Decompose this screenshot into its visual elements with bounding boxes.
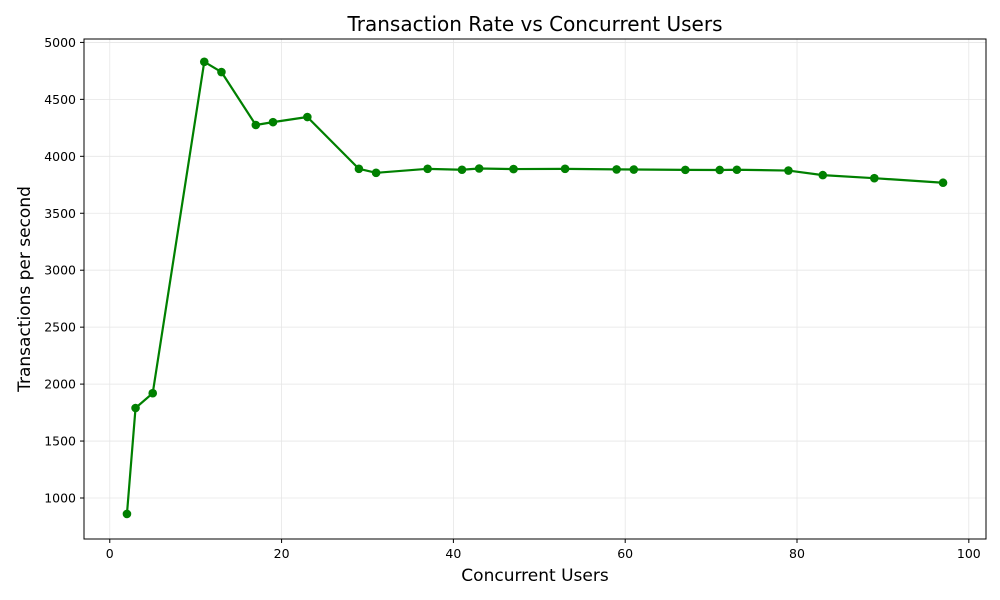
- x-tick-label: 0: [106, 546, 114, 561]
- y-tick-label: 3500: [44, 206, 76, 221]
- data-point: [268, 117, 278, 127]
- y-tick-label: 2500: [44, 320, 76, 335]
- data-point: [122, 509, 132, 519]
- data-point: [784, 166, 793, 175]
- x-tick-label: 100: [957, 546, 981, 561]
- x-axis-label: Concurrent Users: [461, 566, 609, 586]
- data-point: [354, 164, 364, 174]
- y-tick-label: 4000: [44, 149, 76, 164]
- data-point: [457, 165, 467, 175]
- grid: [84, 39, 986, 539]
- data-point: [199, 57, 209, 67]
- y-tick-label: 2000: [44, 377, 76, 392]
- y-tick-label: 3000: [44, 263, 76, 278]
- series-layer: [122, 57, 948, 519]
- series-line: [125, 60, 944, 515]
- data-point: [612, 165, 621, 174]
- data-point: [938, 178, 948, 188]
- plot-frame: [83, 38, 987, 540]
- data-point: [131, 403, 140, 413]
- data-point: [303, 112, 312, 122]
- x-tick-label: 60: [617, 546, 633, 561]
- data-point: [870, 173, 879, 183]
- x-tick-label: 40: [445, 546, 461, 561]
- chart-title: Transaction Rate vs Concurrent Users: [347, 12, 723, 36]
- data-point: [560, 164, 570, 174]
- data-point: [217, 67, 226, 77]
- data-point: [509, 164, 518, 174]
- data-point: [251, 120, 261, 130]
- x-tick-label: 80: [789, 546, 805, 561]
- x-tick-label: 20: [274, 546, 290, 561]
- y-tick-label: 1500: [44, 434, 76, 449]
- data-point: [681, 165, 690, 175]
- y-tick-label: 5000: [44, 35, 76, 50]
- data-point: [732, 165, 742, 175]
- data-point: [715, 165, 724, 175]
- y-axis-label: Transactions per second: [15, 186, 35, 393]
- y-tick-label: 1000: [44, 490, 76, 505]
- data-point: [474, 164, 484, 173]
- axis-ticks: 0 20 40 60 80 100 1000 1500 2000 2500 3000 3500 4000…: [44, 35, 981, 561]
- data-point: [629, 165, 639, 174]
- y-tick-label: 4500: [44, 92, 76, 107]
- data-point: [818, 170, 828, 180]
- data-point: [423, 164, 432, 174]
- data-point: [371, 168, 381, 178]
- data-point: [148, 388, 158, 398]
